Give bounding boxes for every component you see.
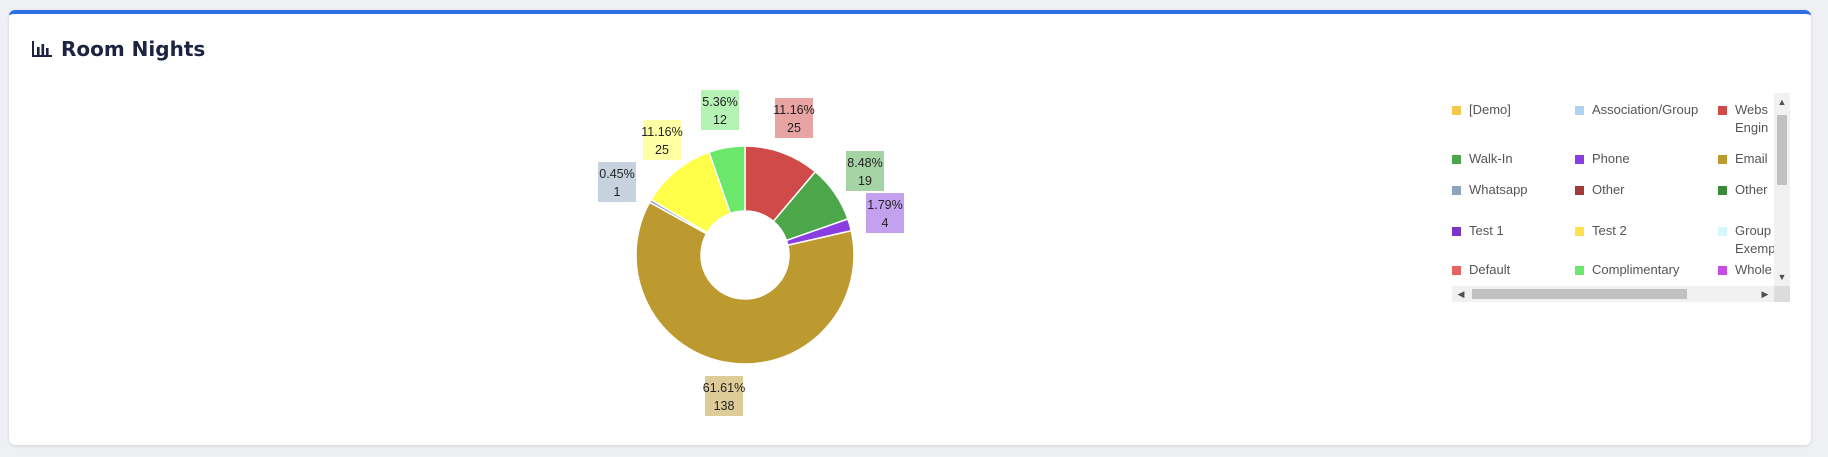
legend-item[interactable]: Default <box>1452 261 1569 279</box>
legend-item[interactable]: Whatsapp <box>1452 181 1569 199</box>
legend-swatch <box>1718 106 1727 115</box>
legend-swatch <box>1575 266 1584 275</box>
legend-label: Default <box>1469 262 1511 277</box>
legend-swatch <box>1575 106 1584 115</box>
legend-label: Other <box>1592 182 1625 197</box>
legend-label: Complimentary <box>1592 262 1680 277</box>
bar-chart-icon <box>31 39 53 59</box>
slice-data-label: 5.36% 12 <box>701 90 739 130</box>
data-label-value: 4 <box>882 216 889 230</box>
scroll-down-icon[interactable]: ▼ <box>1777 272 1787 282</box>
scroll-up-icon[interactable]: ▲ <box>1777 97 1787 107</box>
legend-label: Webs Engin <box>1735 102 1769 135</box>
legend-item[interactable]: Email <box>1718 150 1774 168</box>
legend-label: Test 2 <box>1592 223 1627 238</box>
slice-data-label: 61.61% 138 <box>703 376 745 416</box>
data-label-box <box>846 151 884 191</box>
legend-swatch <box>1718 266 1727 275</box>
slice-data-label: 11.16% 25 <box>641 120 683 160</box>
legend-swatch <box>1575 155 1584 164</box>
legend-horizontal-scrollbar[interactable]: ◀ ▶ <box>1452 286 1774 302</box>
data-label-percent: 8.48% <box>847 156 882 170</box>
legend-label: Other <box>1735 182 1768 197</box>
chart-legend: [Demo] Association/Group Webs Engin Walk-In… <box>1452 93 1790 302</box>
legend-item[interactable]: Group Exemp <box>1718 222 1774 258</box>
data-label-percent: 61.61% <box>703 381 745 395</box>
data-label-value: 12 <box>713 113 727 127</box>
slice-data-label: 8.48% 19 <box>846 151 884 191</box>
widget-title: Room Nights <box>61 37 206 61</box>
data-label-percent: 0.45% <box>599 167 634 181</box>
legend-swatch <box>1718 186 1727 195</box>
legend-label: [Demo] <box>1469 102 1511 117</box>
data-label-box <box>643 120 681 160</box>
legend-swatch <box>1452 106 1461 115</box>
data-label-value: 1 <box>614 185 621 199</box>
legend-swatch <box>1718 155 1727 164</box>
data-label-percent: 11.16% <box>641 125 682 139</box>
data-label-percent: 1.79% <box>867 198 902 212</box>
legend-item[interactable]: Association/Group <box>1575 101 1699 119</box>
legend-item[interactable]: Other <box>1575 181 1692 199</box>
legend-swatch <box>1452 155 1461 164</box>
legend-swatch <box>1575 186 1584 195</box>
scrollbar-thumb[interactable] <box>1472 289 1687 299</box>
legend-item[interactable]: Test 1 <box>1452 222 1569 240</box>
legend-swatch <box>1452 266 1461 275</box>
legend-items: [Demo] Association/Group Webs Engin Walk-In… <box>1452 93 1774 286</box>
legend-label: Association/Group <box>1592 102 1699 117</box>
legend-swatch <box>1575 227 1584 236</box>
legend-vertical-scrollbar[interactable]: ▲ ▼ <box>1774 93 1790 286</box>
legend-label: Email <box>1735 151 1768 166</box>
legend-item[interactable]: Whole <box>1718 261 1774 279</box>
legend-swatch <box>1718 227 1727 236</box>
widget-header: Room Nights <box>31 37 205 61</box>
legend-swatch <box>1452 227 1461 236</box>
data-label-percent: 5.36% <box>702 95 737 109</box>
scroll-right-icon[interactable]: ▶ <box>1761 289 1769 299</box>
donut-slice[interactable] <box>708 145 746 215</box>
data-label-box <box>705 376 743 416</box>
slice-data-label: 11.16% 25 <box>773 98 815 138</box>
data-label-percent: 11.16% <box>773 103 814 117</box>
legend-label: Whole <box>1735 262 1772 277</box>
legend-item[interactable]: Phone <box>1575 150 1692 168</box>
legend-label: Phone <box>1592 151 1630 166</box>
legend-label: Group Exemp <box>1735 223 1774 256</box>
legend-item[interactable]: Webs Engin <box>1718 101 1774 137</box>
legend-label: Walk-In <box>1469 151 1513 166</box>
data-label-value: 138 <box>714 399 735 413</box>
scroll-left-icon[interactable]: ◀ <box>1457 289 1465 299</box>
data-label-value: 25 <box>655 143 669 157</box>
legend-item[interactable]: Complimentary <box>1575 261 1692 279</box>
scrollbar-thumb[interactable] <box>1777 115 1787 185</box>
legend-item[interactable]: Test 2 <box>1575 222 1692 240</box>
scrollbar-corner <box>1774 286 1790 302</box>
data-label-value: 25 <box>787 121 801 135</box>
data-label-box <box>775 98 813 138</box>
data-label-value: 19 <box>858 174 872 188</box>
donut-slice[interactable] <box>635 201 855 365</box>
legend-item[interactable]: Other <box>1718 181 1774 199</box>
legend-item[interactable]: Walk-In <box>1452 150 1569 168</box>
legend-label: Whatsapp <box>1469 182 1528 197</box>
legend-label: Test 1 <box>1469 223 1504 238</box>
legend-swatch <box>1452 186 1461 195</box>
data-label-box <box>866 193 904 233</box>
legend-item[interactable]: [Demo] <box>1452 101 1569 119</box>
data-label-box <box>598 162 636 202</box>
slice-data-label: 1.79% 4 <box>866 193 904 233</box>
slice-data-label: 0.45% 1 <box>598 162 636 202</box>
data-label-box <box>701 90 739 130</box>
